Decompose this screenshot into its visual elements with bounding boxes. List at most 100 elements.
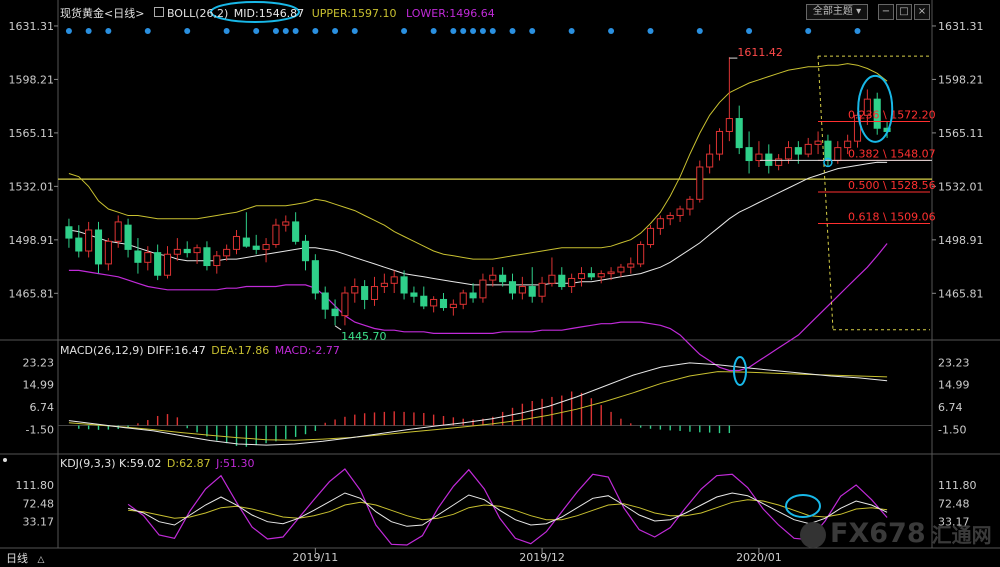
kdj-k-value: K:59.02 — [119, 457, 162, 470]
candle-body — [223, 248, 231, 257]
signal-dot — [223, 28, 230, 34]
kdj-tick-left: 111.80 — [16, 479, 55, 492]
signal-dot — [696, 28, 703, 34]
signal-dot — [746, 28, 753, 34]
candle-body — [528, 286, 536, 297]
kdj-tick-right: 72.48 — [938, 497, 970, 510]
all-indicators-dropdown[interactable]: 全部主题 ▾ — [806, 4, 868, 20]
highlight-fib-circle — [823, 157, 833, 168]
period-selector-arrow-icon: △ — [37, 555, 45, 565]
candle-body — [627, 263, 635, 268]
candle-body — [124, 224, 132, 250]
signal-dot — [65, 28, 72, 34]
minimize-button[interactable]: − — [878, 4, 894, 20]
boll-mid-line — [68, 161, 888, 286]
boll-upper-value: UPPER:1597.10 — [311, 7, 397, 20]
price-tick-left: 1532.01 — [9, 180, 55, 193]
highlight-candles-ellipse — [857, 74, 894, 143]
candle-body — [262, 244, 270, 250]
candle-body — [75, 237, 83, 252]
candle-body — [114, 221, 122, 242]
pane-marker-icon — [3, 458, 7, 462]
signal-dot — [479, 28, 486, 34]
candle-body — [587, 273, 595, 278]
macd-tick-left: -1.50 — [26, 424, 54, 437]
candle-body — [144, 252, 152, 263]
signal-dot — [282, 28, 289, 34]
price-tick-right: 1631.31 — [938, 20, 984, 33]
candle-body — [568, 277, 576, 288]
candle-body — [341, 292, 349, 317]
candle-body — [400, 276, 408, 294]
macd-dea-value: DEA:17.86 — [211, 344, 270, 357]
signal-dot — [272, 28, 279, 34]
macd-diff-value: DIFF:16.47 — [147, 344, 206, 357]
maximize-button[interactable]: □ — [896, 4, 912, 20]
highlight-kdj-ellipse — [785, 494, 821, 518]
kdj-k-line — [127, 492, 888, 527]
close-button[interactable]: × — [914, 4, 930, 20]
fib-level-label: 0.382 \ 1548.07 — [848, 147, 936, 160]
signal-dot — [854, 28, 861, 34]
candle-body — [715, 130, 724, 155]
price-tick-left: 1498.91 — [9, 234, 55, 247]
candle-body — [459, 292, 467, 305]
signal-dot — [401, 28, 408, 34]
candle-body — [311, 260, 319, 294]
candle-body — [65, 226, 73, 239]
candle-body — [272, 224, 280, 246]
candle-body — [242, 237, 250, 247]
candle-body — [292, 221, 300, 242]
signal-dot — [430, 28, 437, 34]
price-tick-right: 1465.81 — [938, 287, 984, 300]
candle-body — [804, 143, 812, 155]
macd-tick-left: 23.23 — [23, 356, 55, 369]
candle-body — [548, 274, 556, 284]
boll-toggle-icon[interactable] — [153, 7, 164, 17]
period-selector[interactable]: 日线 △ — [6, 550, 44, 566]
boll-lower-value: LOWER:1496.64 — [405, 7, 495, 20]
candle-body — [193, 247, 201, 254]
candle-body — [666, 214, 674, 220]
watermark-sub: 汇通网 — [931, 523, 992, 547]
candle-body — [745, 147, 753, 162]
watermark-logo-icon — [800, 521, 826, 548]
signal-dot — [292, 28, 299, 34]
macd-tick-left: 6.74 — [30, 401, 55, 414]
candle-body — [824, 140, 832, 162]
candle-body — [232, 235, 241, 250]
candle-body — [656, 218, 664, 229]
candle-body — [794, 147, 802, 155]
kdj-tick-right: 33.17 — [938, 516, 970, 529]
signal-dot — [184, 28, 191, 34]
low-annotation: 1445.70 — [341, 330, 387, 343]
price-tick-left: 1631.31 — [9, 20, 55, 33]
kdj-pane-legend: KDJ(9,3,3) K:59.02 D:62.87 J:51.30 — [60, 457, 255, 470]
signal-dot — [351, 28, 358, 34]
candle-body — [676, 208, 684, 216]
candle-body — [637, 244, 645, 265]
candle-body — [439, 298, 448, 309]
candle-body — [380, 282, 388, 288]
candle-body — [755, 153, 763, 162]
candle-body — [518, 286, 526, 294]
candle-body — [203, 247, 211, 267]
candle-body — [390, 276, 398, 284]
candle-body — [814, 140, 822, 145]
candle-body — [508, 281, 517, 294]
macd-pane-legend: MACD(26,12,9) DIFF:16.47 DEA:17.86 MACD:… — [60, 344, 340, 357]
boll-lower-line — [68, 243, 888, 372]
kdj-tick-left: 72.48 — [23, 497, 55, 510]
candle-body — [104, 240, 112, 265]
period-selector-label: 日线 — [6, 552, 28, 565]
candle-body — [686, 198, 694, 210]
candle-body — [134, 250, 142, 263]
main-pane-legend: 现货黄金<日线> BOLL(26,2) MID:1546.87 UPPER:15… — [60, 7, 495, 20]
candle-body — [725, 118, 733, 132]
kdj-j-value: J:51.30 — [216, 457, 255, 470]
kdj-label: KDJ(9,3,3) — [60, 457, 116, 470]
macd-label: MACD(26,12,9) — [60, 344, 144, 357]
fib-level-label: 0.618 \ 1509.06 — [848, 210, 936, 223]
signal-dot — [470, 28, 477, 34]
price-tick-left: 1565.11 — [9, 127, 55, 140]
